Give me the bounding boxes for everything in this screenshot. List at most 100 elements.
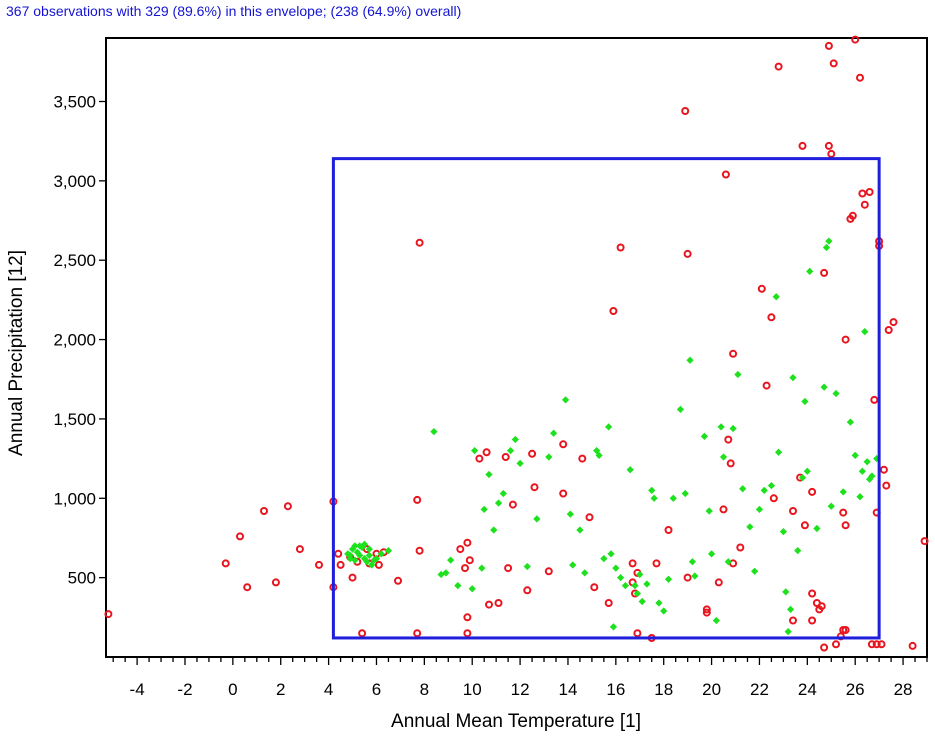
- x-tick-label: -4: [130, 680, 145, 699]
- data-point: [523, 562, 531, 571]
- data-point: [612, 564, 620, 572]
- data-point: [315, 560, 323, 569]
- data-point: [851, 35, 860, 44]
- data-point: [839, 508, 848, 517]
- data-point: [456, 545, 465, 554]
- x-tick-label: 20: [702, 680, 721, 699]
- data-point: [688, 558, 697, 566]
- x-axis: -4 -2 0 2 4 6 8 10 12 14 16 18 20 22 24 26 28: [112, 657, 928, 699]
- data-point: [714, 578, 723, 587]
- x-tick-label: 10: [463, 680, 482, 699]
- data-point: [681, 107, 690, 115]
- data-point: [908, 641, 917, 650]
- data-point: [824, 141, 833, 150]
- y-tick-label: 1,000: [53, 489, 96, 508]
- data-point: [702, 608, 711, 617]
- data-point: [724, 435, 733, 444]
- data-point: [533, 515, 541, 523]
- data-point: [889, 318, 898, 327]
- data-point: [485, 600, 493, 609]
- y-tick-label: 3,000: [53, 172, 96, 191]
- data-point: [605, 423, 613, 431]
- data-point: [767, 313, 776, 322]
- data-point: [365, 551, 373, 560]
- y-tick-label: 1,500: [53, 410, 96, 429]
- data-point: [415, 546, 424, 555]
- data-point: [879, 465, 888, 474]
- data-point: [430, 427, 438, 436]
- data-point: [499, 489, 507, 498]
- data-point: [832, 640, 840, 649]
- data-point: [633, 629, 642, 638]
- data-point: [648, 486, 656, 494]
- data-point: [559, 489, 568, 498]
- data-point: [786, 605, 795, 614]
- data-point: [707, 550, 716, 558]
- data-point: [569, 561, 577, 569]
- data-point: [523, 586, 532, 595]
- data-point: [508, 500, 517, 509]
- data-point: [846, 418, 855, 426]
- data-point: [660, 607, 668, 615]
- data-point: [559, 440, 568, 449]
- data-point: [820, 268, 829, 277]
- data-point: [839, 488, 847, 496]
- data-point: [511, 435, 519, 444]
- data-point: [628, 559, 637, 568]
- data-point: [829, 59, 838, 68]
- data-point: [832, 389, 840, 398]
- data-point: [365, 545, 373, 553]
- data-point: [784, 627, 792, 636]
- y-tick-label: 500: [68, 569, 96, 588]
- data-point: [782, 588, 790, 596]
- data-point: [485, 470, 493, 479]
- data-point: [348, 573, 357, 582]
- data-point: [800, 521, 809, 530]
- data-point: [858, 189, 867, 198]
- data-point: [334, 549, 343, 558]
- data-point: [858, 467, 866, 475]
- data-point: [360, 540, 369, 548]
- data-point: [604, 599, 613, 607]
- data-point: [447, 556, 455, 564]
- data-point: [468, 585, 476, 593]
- data-point: [494, 499, 503, 507]
- data-point: [295, 545, 304, 554]
- data-point: [683, 573, 692, 582]
- data-point: [633, 589, 642, 598]
- data-point: [729, 349, 738, 358]
- data-point: [475, 454, 484, 463]
- data-point: [595, 451, 603, 460]
- data-point: [789, 507, 797, 515]
- data-point: [848, 211, 857, 220]
- data-point: [789, 374, 797, 382]
- data-point: [820, 383, 828, 391]
- data-point: [798, 474, 807, 482]
- y-tick-label: 2,500: [53, 251, 96, 270]
- data-point: [774, 448, 783, 456]
- data-point: [221, 559, 230, 568]
- observations-summary: 367 observations with 329 (89.6%) in thi…: [6, 3, 462, 19]
- data-point: [544, 567, 553, 576]
- y-tick-label: 3,500: [53, 92, 96, 111]
- data-point: [504, 564, 513, 573]
- data-point: [920, 537, 929, 546]
- data-point: [884, 326, 893, 334]
- data-point: [808, 616, 817, 625]
- data-point: [686, 356, 694, 364]
- data-point: [463, 629, 472, 638]
- x-tick-label: 22: [750, 680, 769, 699]
- data-point: [480, 505, 488, 514]
- data-point: [729, 424, 737, 433]
- data-point: [384, 547, 393, 555]
- x-tick-label: 16: [606, 680, 625, 699]
- data-point: [872, 640, 881, 649]
- x-tick-label: 24: [798, 680, 817, 699]
- data-point: [516, 459, 524, 467]
- y-axis-title: Annual Precipitation [12]: [6, 250, 27, 456]
- y-tick-label: 2,000: [53, 331, 96, 350]
- data-point: [413, 495, 422, 504]
- data-point: [664, 575, 673, 583]
- x-tick-label: 28: [894, 680, 913, 699]
